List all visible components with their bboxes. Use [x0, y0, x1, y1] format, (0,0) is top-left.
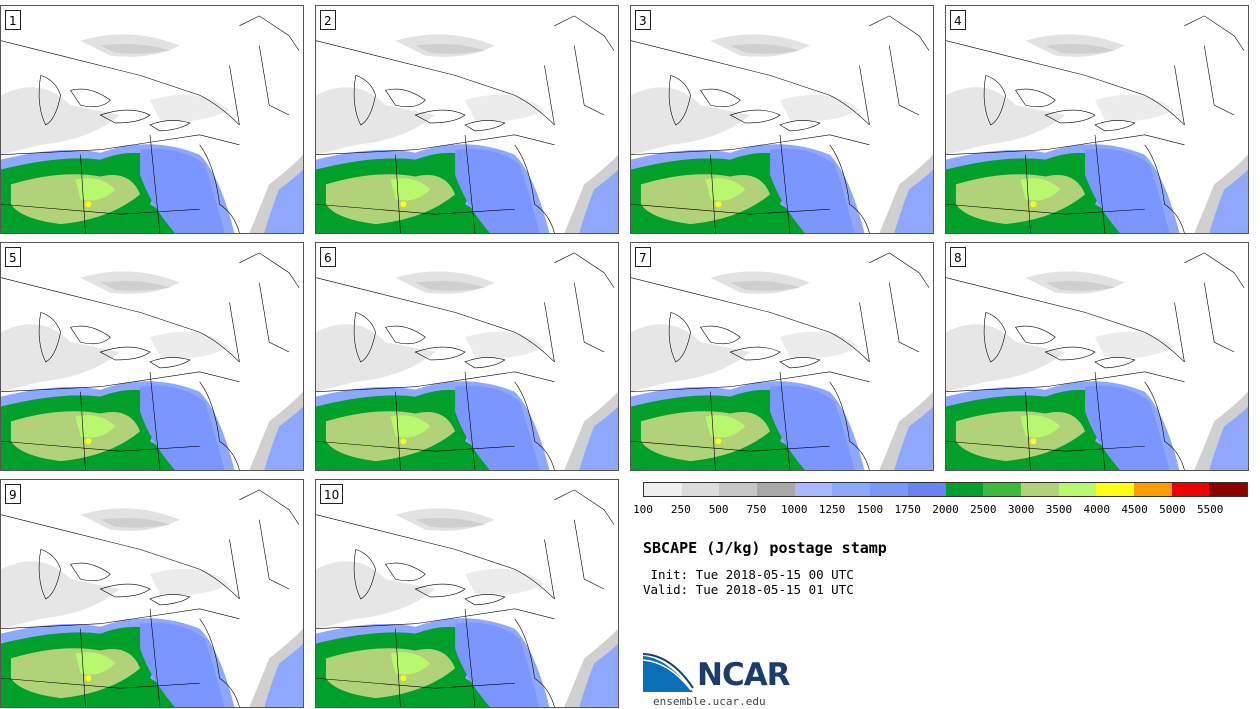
- colorbar-swatch: [719, 483, 758, 496]
- sbcape-map: [631, 243, 933, 470]
- member-map-panel: 3: [630, 5, 934, 234]
- member-map-panel: 9: [0, 479, 304, 708]
- colorbar-tick: 1000: [781, 503, 808, 516]
- member-map-panel: 2: [315, 5, 619, 234]
- valid-time: Valid: Tue 2018-05-15 01 UTC: [643, 582, 854, 597]
- sbcape-map: [1, 243, 303, 470]
- sbcape-map: [1, 480, 303, 707]
- colorbar-tick: 1750: [894, 503, 921, 516]
- sbcape-map: [631, 6, 933, 233]
- colorbar-swatch: [644, 483, 682, 496]
- member-map-panel: 5: [0, 242, 304, 471]
- member-map-panel: 10: [315, 479, 619, 708]
- sbcape-map: [946, 6, 1248, 233]
- colorbar-swatch: [945, 483, 984, 496]
- member-number-label: 1: [5, 10, 21, 30]
- sbcape-map: [946, 243, 1248, 470]
- colorbar-tick: 500: [708, 503, 729, 516]
- colorbar-tick: 250: [670, 503, 691, 516]
- colorbar-tick: 100: [633, 503, 653, 516]
- ncar-logo-text: NCAR: [697, 657, 791, 693]
- colorbar-swatch: [1133, 483, 1172, 496]
- member-number-label: 9: [5, 484, 21, 504]
- colorbar-swatch: [1058, 483, 1097, 496]
- colorbar-swatch: [832, 483, 871, 496]
- member-number-label: 10: [320, 484, 344, 504]
- colorbar-swatch: [907, 483, 946, 496]
- member-number-label: 8: [950, 247, 966, 267]
- ncar-logo-icon: [643, 653, 694, 692]
- member-map-panel: 4: [945, 5, 1249, 234]
- member-map-panel: 6: [315, 242, 619, 471]
- member-map-panel: 8: [945, 242, 1249, 471]
- member-number-label: 4: [950, 10, 966, 30]
- colorbar-tick: 2000: [932, 503, 959, 516]
- sbcape-colorbar: [643, 482, 1248, 497]
- chart-title: SBCAPE (J/kg) postage stamp: [643, 539, 887, 557]
- colorbar-tick: 1500: [856, 503, 884, 516]
- colorbar-swatch: [870, 483, 908, 496]
- colorbar-swatch: [681, 483, 720, 496]
- colorbar-tick: 4000: [1083, 503, 1111, 516]
- colorbar-tick: 2500: [970, 503, 997, 516]
- sbcape-map: [1, 6, 303, 233]
- member-number-label: 5: [5, 247, 21, 267]
- member-number-label: 7: [635, 247, 651, 267]
- member-number-label: 6: [320, 247, 336, 267]
- colorbar-swatch: [983, 483, 1021, 496]
- colorbar-tick: 3500: [1045, 503, 1073, 516]
- colorbar-swatch: [1171, 483, 1210, 496]
- member-number-label: 2: [320, 10, 336, 30]
- sbcape-map: [316, 6, 618, 233]
- member-map-panel: 1: [0, 5, 304, 234]
- sbcape-map: [316, 480, 618, 707]
- colorbar-tick: 4500: [1121, 503, 1148, 516]
- init-time: Init: Tue 2018-05-15 00 UTC: [643, 567, 854, 582]
- logo-url: ensemble.ucar.edu: [653, 695, 766, 708]
- sbcape-map: [316, 243, 618, 470]
- colorbar-swatch: [1209, 483, 1247, 496]
- member-map-panel: 7: [630, 242, 934, 471]
- colorbar-swatch: [1020, 483, 1059, 496]
- colorbar-tick: 5500: [1196, 503, 1224, 516]
- run-info: Init: Tue 2018-05-15 00 UTC Valid: Tue 2…: [643, 567, 854, 597]
- colorbar-tick-labels: 100 250 500 750 1000 1250 1500 1750 2000 2500 3000…: [633, 503, 1248, 519]
- colorbar-tick: 3000: [1007, 503, 1035, 516]
- colorbar-swatch: [794, 483, 833, 496]
- colorbar-tick: 5000: [1159, 503, 1186, 516]
- colorbar-swatch: [1096, 483, 1134, 496]
- colorbar-tick: 1250: [818, 503, 846, 516]
- colorbar-tick: 750: [746, 503, 767, 516]
- colorbar-swatch: [757, 483, 795, 496]
- member-number-label: 3: [635, 10, 651, 30]
